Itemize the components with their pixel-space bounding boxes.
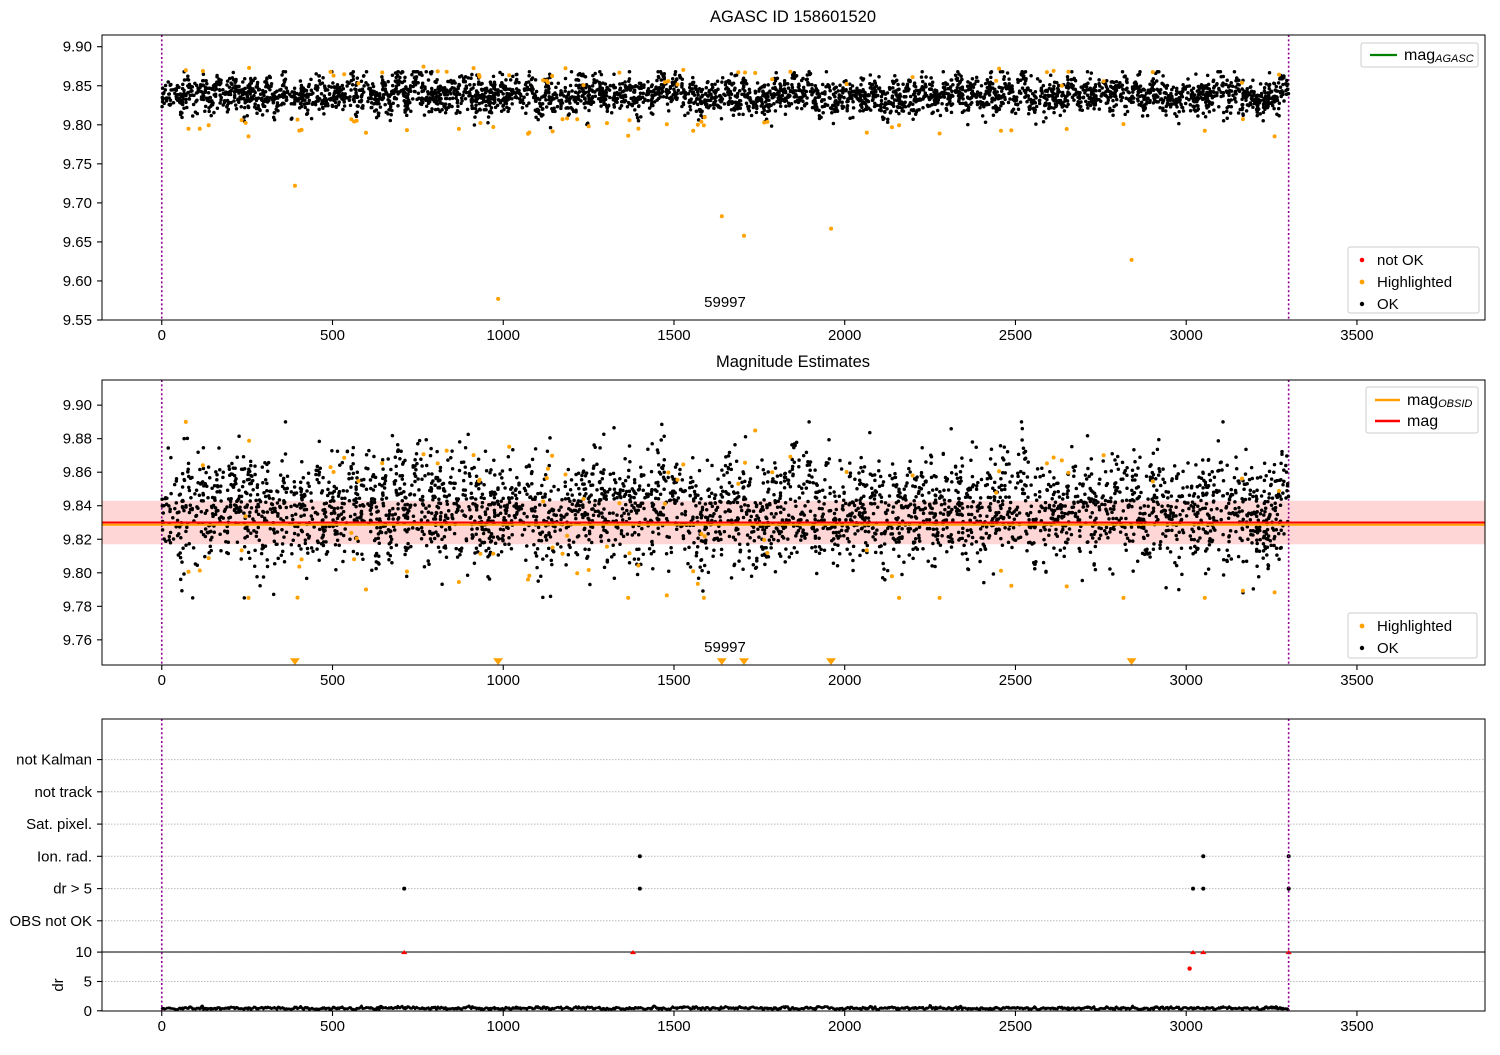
svg-text:2000: 2000 (828, 672, 861, 689)
svg-text:mag: mag (1407, 413, 1438, 430)
svg-text:5: 5 (84, 974, 92, 991)
svg-text:9.86: 9.86 (63, 464, 92, 481)
svg-text:Ion. rad.: Ion. rad. (37, 848, 92, 865)
svg-text:0: 0 (158, 672, 166, 689)
svg-text:500: 500 (320, 672, 345, 689)
svg-text:not track: not track (34, 784, 92, 801)
svg-text:9.65: 9.65 (63, 234, 92, 251)
svg-text:9.90: 9.90 (63, 397, 92, 414)
svg-text:Highlighted: Highlighted (1377, 274, 1452, 291)
svg-text:OK: OK (1377, 296, 1399, 313)
svg-text:Sat. pixel.: Sat. pixel. (26, 816, 92, 833)
svg-text:500: 500 (320, 327, 345, 344)
svg-text:9.70: 9.70 (63, 195, 92, 212)
svg-text:dr > 5: dr > 5 (53, 881, 92, 898)
svg-text:dr: dr (50, 978, 67, 991)
svg-text:9.80: 9.80 (63, 565, 92, 582)
svg-text:1500: 1500 (657, 1018, 690, 1035)
svg-text:9.80: 9.80 (63, 117, 92, 134)
svg-text:59997: 59997 (704, 294, 746, 311)
svg-text:3500: 3500 (1340, 1018, 1373, 1035)
svg-text:1500: 1500 (657, 672, 690, 689)
svg-text:9.90: 9.90 (63, 39, 92, 56)
svg-text:not Kalman: not Kalman (16, 752, 92, 769)
svg-text:9.76: 9.76 (63, 632, 92, 649)
svg-text:OK: OK (1377, 640, 1399, 657)
svg-text:9.60: 9.60 (63, 273, 92, 290)
svg-text:9.75: 9.75 (63, 156, 92, 173)
svg-text:3000: 3000 (1170, 1018, 1203, 1035)
svg-text:3500: 3500 (1340, 672, 1373, 689)
svg-text:0: 0 (158, 327, 166, 344)
svg-text:1000: 1000 (487, 672, 520, 689)
svg-text:2000: 2000 (828, 1018, 861, 1035)
svg-text:3000: 3000 (1170, 327, 1203, 344)
svg-text:2500: 2500 (999, 1018, 1032, 1035)
svg-text:1000: 1000 (487, 1018, 520, 1035)
svg-text:9.55: 9.55 (63, 312, 92, 329)
svg-text:9.82: 9.82 (63, 531, 92, 548)
svg-text:9.85: 9.85 (63, 78, 92, 95)
svg-text:2500: 2500 (999, 327, 1032, 344)
svg-text:Magnitude Estimates: Magnitude Estimates (716, 353, 870, 371)
svg-text:Highlighted: Highlighted (1377, 618, 1452, 635)
svg-text:2000: 2000 (828, 327, 861, 344)
svg-text:10: 10 (75, 944, 92, 961)
svg-text:AGASC ID 158601520: AGASC ID 158601520 (710, 8, 876, 26)
svg-text:OBS not OK: OBS not OK (9, 913, 92, 930)
svg-text:not OK: not OK (1377, 252, 1424, 269)
svg-text:59997: 59997 (704, 639, 746, 656)
svg-text:3000: 3000 (1170, 672, 1203, 689)
svg-text:1000: 1000 (487, 327, 520, 344)
svg-text:9.88: 9.88 (63, 431, 92, 448)
svg-text:9.78: 9.78 (63, 598, 92, 615)
svg-text:1500: 1500 (657, 327, 690, 344)
svg-text:500: 500 (320, 1018, 345, 1035)
svg-text:9.84: 9.84 (63, 498, 92, 515)
svg-text:3500: 3500 (1340, 327, 1373, 344)
svg-text:0: 0 (84, 1003, 92, 1020)
svg-text:0: 0 (158, 1018, 166, 1035)
svg-text:2500: 2500 (999, 672, 1032, 689)
